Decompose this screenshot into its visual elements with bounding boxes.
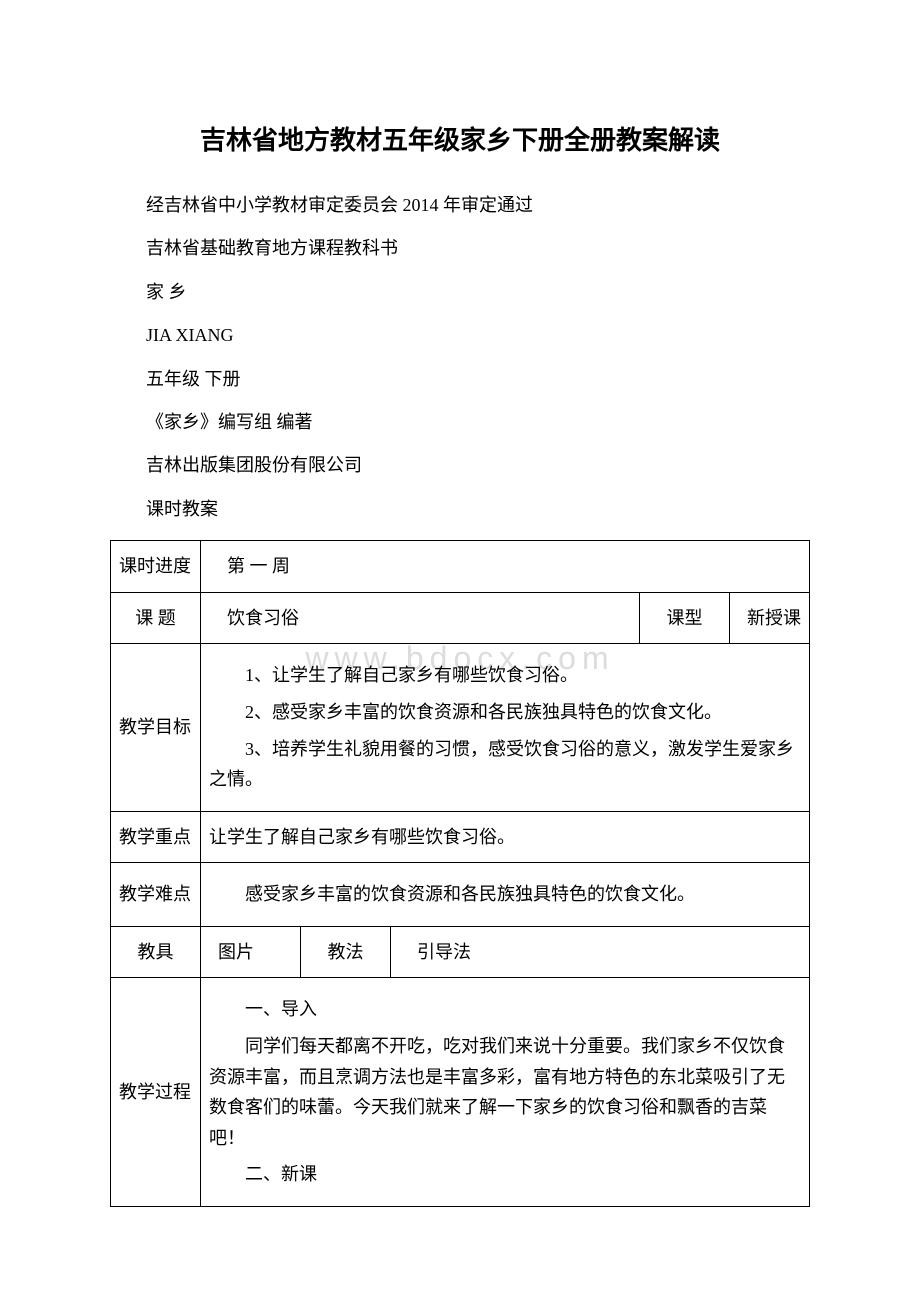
table-row-process: 教学过程 一、导入 同学们每天都离不开吃，吃对我们来说十分重要。我们家乡不仅饮食… <box>111 978 810 1207</box>
label-method: 教法 <box>301 926 391 978</box>
document-page: 吉林省地方教材五年级家乡下册全册教案解读 经吉林省中小学教材审定委员会 2014… <box>110 120 810 1207</box>
value-tools: 图片 <box>201 926 301 978</box>
table-row-keypoint: 教学重点 让学生了解自己家乡有哪些饮食习俗。 <box>111 811 810 863</box>
label-difficulty: 教学难点 <box>111 863 201 927</box>
intro-line-approval: 经吉林省中小学教材审定委员会 2014 年审定通过 <box>110 185 810 226</box>
intro-line-publisher: 吉林出版集团股份有限公司 <box>110 445 810 486</box>
label-lesson-type: 课型 <box>640 592 730 644</box>
label-process: 教学过程 <box>111 978 201 1207</box>
table-row-period: 课时进度 第 一 周 <box>111 541 810 593</box>
intro-line-lesson-plan: 课时教案 <box>110 489 810 530</box>
objective-1: 1、让学生了解自己家乡有哪些饮食习俗。 <box>209 660 801 691</box>
value-period: 第 一 周 <box>201 541 810 593</box>
value-lesson-title: 饮食习俗 <box>201 592 640 644</box>
objective-2: 2、感受家乡丰富的饮食资源和各民族独具特色的饮食文化。 <box>209 697 801 728</box>
intro-line-subject: 家 乡 <box>110 272 810 313</box>
table-row-tools: 教具 图片 教法 引导法 <box>111 926 810 978</box>
process-intro-heading: 一、导入 <box>209 994 801 1025</box>
objective-3: 3、培养学生礼貌用餐的习惯，感受饮食习俗的意义，激发学生爱家乡之情。 <box>209 734 801 795</box>
value-lesson-type: 新授课 <box>730 592 810 644</box>
label-lesson-title: 课 题 <box>111 592 201 644</box>
label-period: 课时进度 <box>111 541 201 593</box>
lesson-plan-table: 课时进度 第 一 周 课 题 饮食习俗 课型 新授课 教学目标 1、让学生了解自… <box>110 540 810 1207</box>
value-difficulty: 感受家乡丰富的饮食资源和各民族独具特色的饮食文化。 <box>201 863 810 927</box>
intro-line-textbook: 吉林省基础教育地方课程教科书 <box>110 228 810 269</box>
table-row-objectives: 教学目标 1、让学生了解自己家乡有哪些饮食习俗。 2、感受家乡丰富的饮食资源和各… <box>111 644 810 811</box>
value-process: 一、导入 同学们每天都离不开吃，吃对我们来说十分重要。我们家乡不仅饮食资源丰富，… <box>201 978 810 1207</box>
intro-line-editor: 《家乡》编写组 编著 <box>110 402 810 443</box>
value-keypoint: 让学生了解自己家乡有哪些饮食习俗。 <box>201 811 810 863</box>
intro-line-pinyin: JIA XIANG <box>110 315 810 356</box>
process-newlesson-heading: 二、新课 <box>209 1159 801 1190</box>
document-title: 吉林省地方教材五年级家乡下册全册教案解读 <box>110 120 810 157</box>
label-tools: 教具 <box>111 926 201 978</box>
label-keypoint: 教学重点 <box>111 811 201 863</box>
intro-line-grade: 五年级 下册 <box>110 359 810 400</box>
table-row-title: 课 题 饮食习俗 课型 新授课 <box>111 592 810 644</box>
value-method: 引导法 <box>391 926 810 978</box>
process-intro-body: 同学们每天都离不开吃，吃对我们来说十分重要。我们家乡不仅饮食资源丰富，而且烹调方… <box>209 1031 801 1153</box>
label-objectives: 教学目标 <box>111 644 201 811</box>
value-objectives: 1、让学生了解自己家乡有哪些饮食习俗。 2、感受家乡丰富的饮食资源和各民族独具特… <box>201 644 810 811</box>
table-row-difficulty: 教学难点 感受家乡丰富的饮食资源和各民族独具特色的饮食文化。 <box>111 863 810 927</box>
